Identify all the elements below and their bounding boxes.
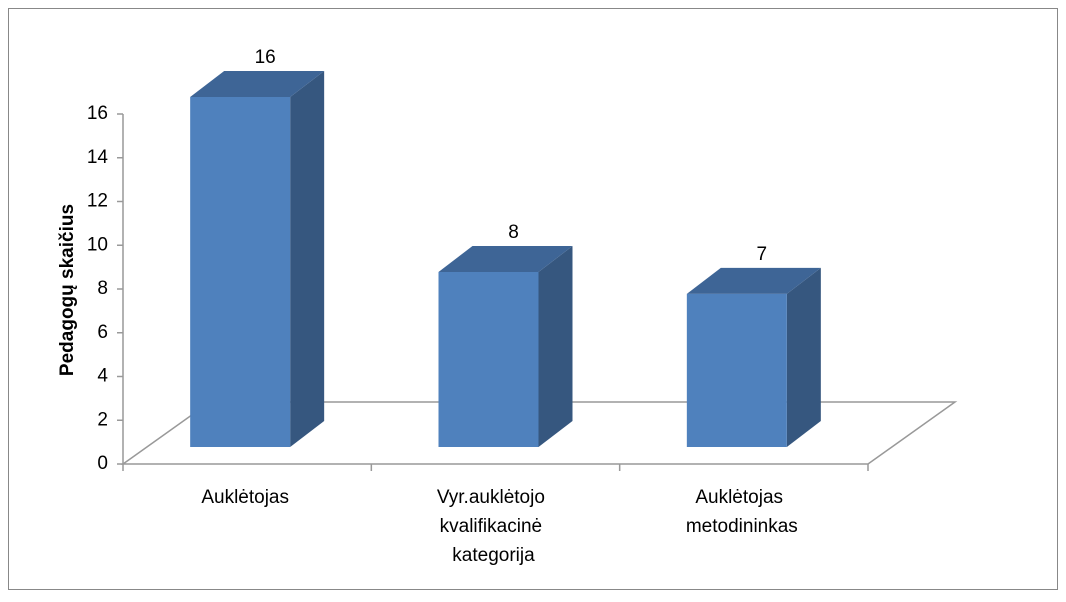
x-tick-label-line: Auklėtojas xyxy=(201,487,289,508)
data-label: 8 xyxy=(508,222,519,243)
y-tick-label: 6 xyxy=(97,322,108,343)
y-tick-label: 0 xyxy=(97,453,108,474)
y-tick-label: 16 xyxy=(87,103,108,124)
y-tick-label: 12 xyxy=(87,191,108,212)
y-axis-label: Pedagogų skaičius xyxy=(57,204,78,376)
y-tick-label: 2 xyxy=(97,409,108,430)
bar-top xyxy=(686,267,821,294)
bar xyxy=(190,97,291,447)
x-tick-label-line: metodininkas xyxy=(686,516,798,537)
data-label: 16 xyxy=(255,47,276,68)
x-tick-label: Auklėtojas metodininkas xyxy=(686,487,798,537)
x-tick-label: Auklėtojas xyxy=(201,487,289,508)
x-tick-label-line: kvalifikacinė xyxy=(440,516,548,537)
y-tick-label: 8 xyxy=(97,278,108,299)
x-tick-label-line: Auklėtojas xyxy=(695,487,788,508)
y-tick-label: 4 xyxy=(97,366,108,387)
y-tick-label: 14 xyxy=(87,147,109,168)
bar-side xyxy=(786,267,821,447)
x-tick-label-line: Vyr.auklėtojo xyxy=(437,487,550,508)
bar-side xyxy=(290,71,325,447)
bar-side xyxy=(538,246,573,447)
x-tick-label: Vyr.auklėtojo kvalifikacinė kategorija xyxy=(437,487,550,566)
bar xyxy=(686,293,787,447)
data-label: 7 xyxy=(757,244,768,265)
bar-top xyxy=(190,71,325,97)
x-tick-label-line: kategorija xyxy=(452,545,535,566)
y-tick-label: 10 xyxy=(87,234,108,255)
bar xyxy=(438,272,539,447)
bar-top xyxy=(438,246,573,272)
